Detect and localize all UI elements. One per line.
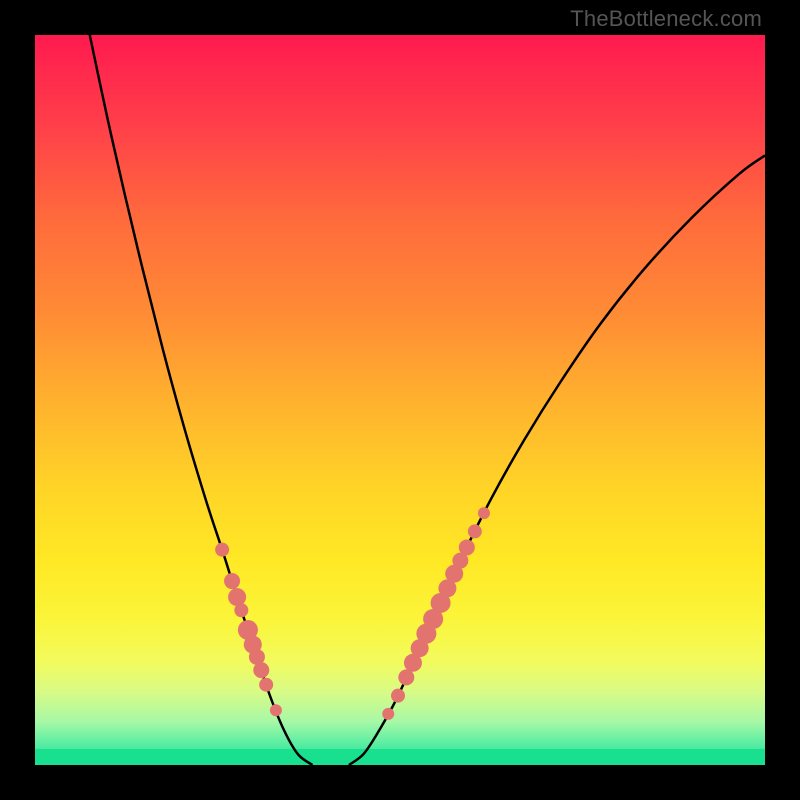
bottom-green-band xyxy=(35,749,765,765)
markers-right xyxy=(382,507,490,720)
data-marker xyxy=(224,573,240,589)
curves-layer xyxy=(35,35,765,765)
data-marker xyxy=(228,588,246,606)
data-marker xyxy=(391,689,405,703)
data-marker xyxy=(234,603,248,617)
data-marker xyxy=(259,678,273,692)
data-marker xyxy=(398,669,414,685)
markers-left xyxy=(215,543,282,717)
data-marker xyxy=(478,507,490,519)
data-marker xyxy=(270,704,282,716)
data-marker xyxy=(215,543,229,557)
data-marker xyxy=(459,539,475,555)
watermark-text: TheBottleneck.com xyxy=(570,6,762,32)
plot-area xyxy=(35,35,765,765)
chart-frame: TheBottleneck.com xyxy=(0,0,800,800)
left-curve xyxy=(90,35,313,765)
data-marker xyxy=(253,662,269,678)
data-marker xyxy=(468,524,482,538)
data-marker xyxy=(382,708,394,720)
